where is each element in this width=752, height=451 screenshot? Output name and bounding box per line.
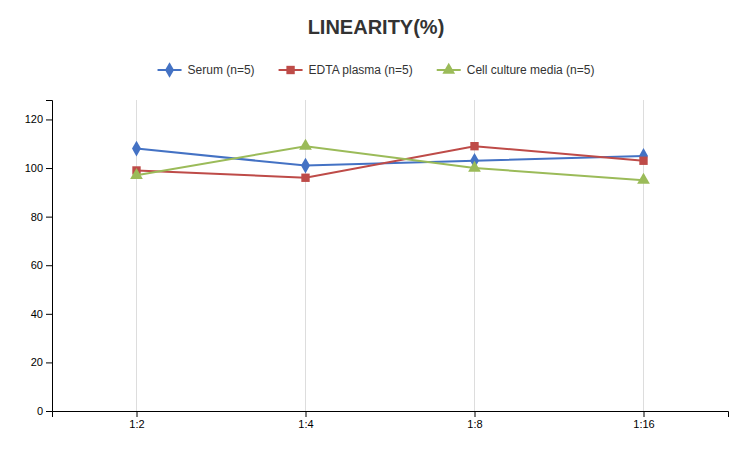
series-marker (299, 139, 312, 150)
series-marker (470, 142, 478, 150)
y-tick-label: 0 (37, 405, 43, 417)
y-tick-label: 120 (25, 113, 43, 125)
legend-swatch-marker (286, 66, 294, 74)
legend-swatch-marker (165, 62, 174, 78)
legend: Serum (n=5) EDTA plasma (n=5) Cell culture… (158, 62, 595, 78)
y-tick: 0 (37, 405, 52, 417)
x-tick-label: 1:8 (467, 418, 482, 430)
y-tick: 120 (25, 113, 52, 125)
grid-line (643, 100, 644, 411)
plot: 1:2 1:4 1:8 1:16 0 20 40 60 80 100 120 (25, 100, 729, 430)
y-tick-mark (46, 119, 52, 120)
x-axis: 1:2 1:4 1:8 1:16 (53, 411, 729, 430)
y-tick-mark (46, 411, 52, 412)
legend-label: Cell culture media (n=5) (467, 63, 595, 77)
y-tick-label: 60 (31, 259, 43, 271)
series-marker (301, 174, 309, 182)
y-tick-mark (46, 362, 52, 363)
marks (130, 139, 650, 184)
x-tick: 1:4 (298, 411, 313, 430)
series-marker (639, 157, 647, 165)
legend-label: Serum (n=5) (188, 63, 255, 77)
x-tick: 1:16 (633, 411, 654, 430)
y-tick: 40 (31, 308, 52, 320)
legend-item: Cell culture media (n=5) (437, 63, 595, 78)
y-tick-label: 80 (31, 211, 43, 223)
y-tick-label: 40 (31, 308, 43, 320)
legend-item: EDTA plasma (n=5) (279, 63, 413, 77)
series-marker (637, 173, 650, 184)
legend-label: EDTA plasma (n=5) (309, 63, 413, 77)
y-tick: 80 (31, 211, 52, 223)
x-tick: 1:8 (467, 411, 482, 430)
x-tick-label: 1:2 (129, 418, 144, 430)
y-axis: 0 20 40 60 80 100 120 (25, 101, 53, 418)
y-axis-line (46, 101, 53, 412)
x-axis-line (53, 412, 729, 418)
grid (137, 100, 644, 411)
legend-item: Serum (n=5) (158, 62, 255, 78)
y-tick-label: 20 (31, 356, 43, 368)
y-tick: 60 (31, 259, 52, 271)
title: LINEARITY(%) (308, 16, 445, 38)
series-line (137, 146, 644, 180)
series-marker (468, 161, 481, 172)
y-tick-label: 100 (25, 162, 43, 174)
y-tick-mark (46, 168, 52, 169)
series-marker (301, 158, 310, 174)
y-tick: 100 (25, 162, 52, 174)
x-tick-label: 1:4 (298, 418, 313, 430)
y-tick: 20 (31, 356, 52, 368)
x-tick-mark (137, 411, 138, 417)
y-tick-mark (46, 265, 52, 266)
legend-swatch-marker (442, 63, 455, 74)
x-tick: 1:2 (129, 411, 144, 430)
chart: LINEARITY(%) 1:2 1:4 1:8 1:16 0 20 40 60 80 100 120… (0, 0, 752, 451)
series-marker (130, 168, 143, 179)
series-marker (132, 141, 141, 157)
x-tick-mark (475, 411, 476, 417)
x-tick-label: 1:16 (633, 418, 654, 430)
x-tick-mark (644, 411, 645, 417)
y-tick-mark (46, 314, 52, 315)
x-tick-mark (306, 411, 307, 417)
y-tick-mark (46, 217, 52, 218)
